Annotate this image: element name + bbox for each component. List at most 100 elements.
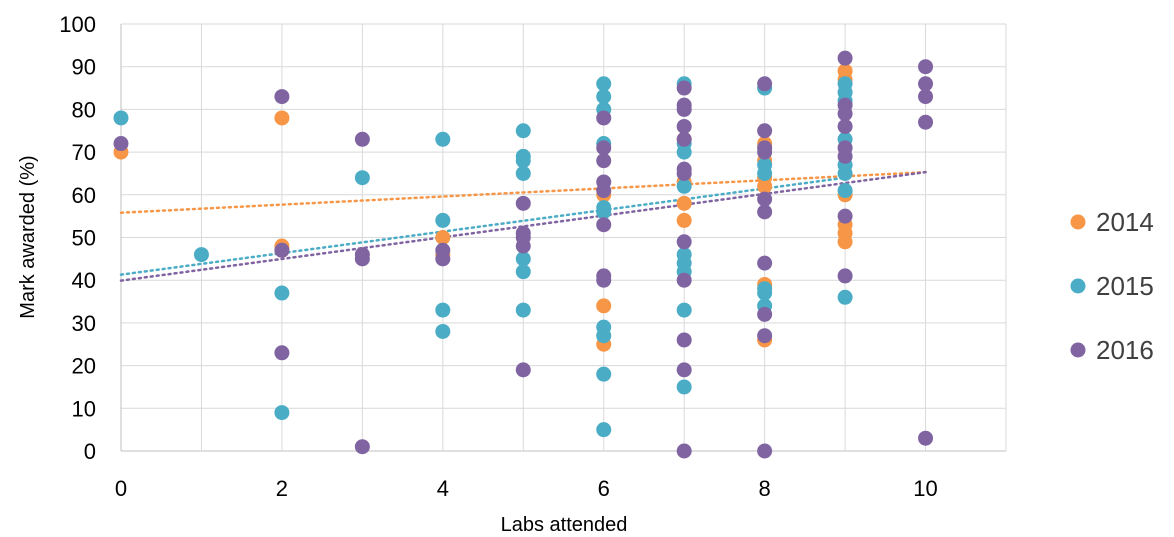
x-axis-title: Labs attended — [501, 514, 628, 536]
y-tick-label: 80 — [72, 97, 96, 122]
legend-label-2016: 2016 — [1096, 335, 1154, 365]
point-2016 — [757, 255, 773, 271]
y-tick-label: 0 — [84, 439, 96, 464]
point-2016 — [676, 332, 692, 348]
point-2016 — [676, 118, 692, 134]
point-2015 — [596, 366, 612, 382]
point-2015 — [515, 264, 531, 280]
point-2016 — [274, 345, 290, 361]
point-2016 — [918, 114, 934, 130]
point-2015 — [596, 76, 612, 92]
point-2015 — [274, 405, 290, 421]
point-2016 — [274, 89, 290, 105]
point-2015 — [596, 422, 612, 438]
point-2014 — [596, 298, 612, 314]
point-2016 — [837, 118, 853, 134]
point-2016 — [676, 362, 692, 378]
point-2016 — [354, 251, 370, 267]
point-2016 — [515, 195, 531, 211]
y-tick-label: 20 — [72, 354, 96, 379]
point-2014 — [837, 234, 853, 250]
point-2015 — [435, 212, 451, 228]
point-2015 — [515, 251, 531, 267]
point-2016 — [757, 328, 773, 344]
x-tick-label: 8 — [759, 476, 771, 501]
point-2015 — [515, 123, 531, 139]
point-2016 — [435, 251, 451, 267]
point-2015 — [757, 285, 773, 301]
point-2015 — [193, 247, 209, 263]
point-2016 — [757, 306, 773, 322]
y-tick-label: 90 — [72, 55, 96, 80]
point-2016 — [757, 123, 773, 139]
legend-label-2014: 2014 — [1096, 207, 1154, 237]
point-2015 — [435, 302, 451, 318]
point-2016 — [113, 136, 129, 152]
legend-label-2015: 2015 — [1096, 271, 1154, 301]
y-tick-label: 70 — [72, 140, 96, 165]
point-2016 — [676, 131, 692, 147]
point-2016 — [918, 76, 934, 92]
point-2015 — [676, 379, 692, 395]
y-axis-title: Mark awarded (%) — [17, 155, 39, 318]
point-2014 — [274, 110, 290, 126]
point-2016 — [757, 191, 773, 207]
point-2016 — [837, 268, 853, 284]
legend: 2014 2015 2016 — [1070, 207, 1154, 365]
y-tick-label: 30 — [72, 311, 96, 336]
point-2014 — [757, 178, 773, 194]
point-2016 — [596, 217, 612, 233]
y-tick-label: 60 — [72, 183, 96, 208]
point-2016 — [596, 183, 612, 199]
tick-labels: 0 10 20 30 40 50 60 70 80 90 100 0 2 4 6 8 10 — [59, 12, 938, 501]
point-2015 — [515, 165, 531, 181]
point-2015 — [676, 178, 692, 194]
point-2015 — [435, 323, 451, 339]
point-2016 — [837, 50, 853, 66]
y-tick-label: 50 — [72, 226, 96, 251]
point-2015 — [274, 285, 290, 301]
point-2016 — [596, 110, 612, 126]
point-2016 — [757, 144, 773, 160]
trendlines — [119, 170, 927, 282]
point-2016 — [676, 443, 692, 459]
point-2016 — [676, 80, 692, 96]
point-2015 — [837, 289, 853, 305]
point-2016 — [676, 101, 692, 117]
point-2015 — [596, 89, 612, 105]
point-2015 — [837, 183, 853, 199]
gridlines — [120, 23, 1007, 452]
point-2014 — [435, 230, 451, 245]
point-2016 — [596, 153, 612, 169]
point-2016 — [918, 430, 934, 446]
point-2014 — [676, 195, 692, 211]
point-2015 — [676, 302, 692, 318]
point-2016 — [596, 140, 612, 156]
point-2016 — [676, 165, 692, 181]
x-tick-label: 10 — [913, 476, 937, 501]
x-tick-label: 4 — [437, 476, 449, 501]
x-tick-label: 6 — [598, 476, 610, 501]
point-2016 — [837, 148, 853, 164]
point-2015 — [435, 131, 451, 147]
point-2015 — [515, 302, 531, 318]
point-2016 — [676, 272, 692, 288]
point-2016 — [354, 131, 370, 147]
point-2016 — [837, 106, 853, 122]
point-2016 — [354, 439, 370, 455]
point-2016 — [837, 208, 853, 224]
trendline-2014 — [119, 170, 927, 214]
point-2016 — [757, 76, 773, 92]
point-2015 — [354, 170, 370, 186]
point-2015 — [596, 328, 612, 344]
x-tick-label: 0 — [115, 476, 127, 501]
point-2016 — [676, 234, 692, 250]
y-tick-label: 100 — [59, 12, 96, 37]
point-2015 — [515, 153, 531, 169]
point-2016 — [918, 59, 934, 75]
legend-marker-2015 — [1070, 278, 1086, 294]
y-tick-label: 10 — [72, 396, 96, 421]
point-2016 — [596, 272, 612, 288]
